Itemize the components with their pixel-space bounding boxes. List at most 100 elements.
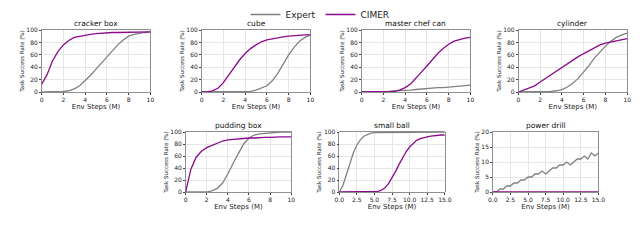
svg-text:40: 40 — [328, 164, 336, 171]
svg-text:80: 80 — [507, 39, 515, 46]
svg-text:60: 60 — [30, 51, 38, 58]
svg-text:10.0: 10.0 — [403, 196, 417, 203]
svg-text:20: 20 — [350, 76, 358, 83]
svg-text:0.0: 0.0 — [488, 196, 498, 203]
svg-text:small ball: small ball — [374, 121, 410, 130]
svg-text:40: 40 — [350, 63, 358, 70]
svg-text:0: 0 — [184, 196, 188, 203]
svg-text:6: 6 — [582, 96, 586, 103]
svg-text:80: 80 — [190, 39, 198, 46]
svg-text:4: 4 — [403, 96, 407, 103]
svg-text:10: 10 — [307, 96, 315, 103]
svg-text:2: 2 — [381, 96, 385, 103]
svg-text:2: 2 — [538, 96, 542, 103]
svg-text:0: 0 — [511, 88, 515, 95]
svg-text:100: 100 — [503, 26, 515, 33]
svg-text:100: 100 — [186, 26, 198, 33]
svg-text:8: 8 — [127, 96, 131, 103]
svg-text:20: 20 — [507, 76, 515, 83]
svg-text:8: 8 — [447, 96, 451, 103]
svg-text:Task Success Rate (%): Task Success Rate (%) — [179, 30, 185, 92]
svg-text:Env Steps (M): Env Steps (M) — [549, 103, 598, 111]
svg-text:Expert: Expert — [286, 10, 316, 20]
svg-text:CIMER: CIMER — [360, 10, 389, 20]
svg-text:12.5: 12.5 — [421, 196, 435, 203]
svg-text:20: 20 — [481, 128, 489, 135]
svg-text:10: 10 — [287, 196, 295, 203]
svg-text:100: 100 — [346, 26, 358, 33]
svg-text:7.5: 7.5 — [387, 196, 397, 203]
svg-text:2.5: 2.5 — [352, 196, 362, 203]
svg-text:12.5: 12.5 — [574, 196, 588, 203]
svg-text:0: 0 — [34, 88, 38, 95]
svg-text:4: 4 — [243, 96, 247, 103]
svg-text:40: 40 — [30, 63, 38, 70]
svg-text:0: 0 — [194, 88, 198, 95]
svg-text:80: 80 — [174, 140, 182, 147]
svg-text:6: 6 — [265, 96, 269, 103]
svg-text:15: 15 — [481, 143, 489, 150]
svg-text:cracker box: cracker box — [74, 19, 118, 28]
svg-text:power drill: power drill — [526, 121, 566, 130]
svg-text:2: 2 — [205, 196, 209, 203]
svg-text:Task Success Rate (%): Task Success Rate (%) — [19, 30, 25, 92]
svg-text:80: 80 — [328, 140, 336, 147]
svg-text:0: 0 — [332, 188, 336, 195]
svg-text:Env Steps (M): Env Steps (M) — [72, 103, 121, 111]
svg-text:6: 6 — [247, 196, 251, 203]
svg-text:6: 6 — [425, 96, 429, 103]
svg-text:20: 20 — [174, 176, 182, 183]
svg-text:0: 0 — [485, 188, 489, 195]
svg-text:40: 40 — [190, 63, 198, 70]
svg-text:Task Success Rate (%): Task Success Rate (%) — [316, 131, 322, 193]
svg-text:7.5: 7.5 — [541, 196, 551, 203]
svg-text:Env Steps (M): Env Steps (M) — [368, 203, 417, 211]
svg-text:60: 60 — [328, 152, 336, 159]
svg-text:6: 6 — [105, 96, 109, 103]
svg-text:0: 0 — [178, 188, 182, 195]
svg-text:100: 100 — [170, 128, 182, 135]
svg-text:10: 10 — [467, 96, 475, 103]
svg-text:40: 40 — [174, 164, 182, 171]
svg-text:8: 8 — [268, 196, 272, 203]
svg-text:0: 0 — [354, 88, 358, 95]
svg-text:2.5: 2.5 — [506, 196, 516, 203]
svg-text:4: 4 — [83, 96, 87, 103]
svg-text:15.0: 15.0 — [592, 196, 606, 203]
svg-text:100: 100 — [26, 26, 38, 33]
svg-text:5: 5 — [485, 173, 489, 180]
svg-text:cylinder: cylinder — [557, 19, 588, 28]
svg-text:Task Success Rate (%): Task Success Rate (%) — [496, 30, 502, 92]
svg-text:0.0: 0.0 — [334, 196, 344, 203]
svg-text:40: 40 — [507, 63, 515, 70]
svg-text:Env Steps (M): Env Steps (M) — [214, 203, 263, 211]
svg-text:pudding box: pudding box — [215, 121, 262, 130]
svg-text:5.0: 5.0 — [523, 196, 533, 203]
svg-text:Env Steps (M): Env Steps (M) — [521, 203, 570, 211]
svg-text:0: 0 — [40, 96, 44, 103]
svg-text:60: 60 — [350, 51, 358, 58]
svg-text:20: 20 — [190, 76, 198, 83]
svg-text:4: 4 — [560, 96, 564, 103]
svg-text:2: 2 — [61, 96, 65, 103]
svg-text:80: 80 — [350, 39, 358, 46]
svg-text:10: 10 — [147, 96, 155, 103]
svg-text:10.0: 10.0 — [557, 196, 571, 203]
svg-text:20: 20 — [328, 176, 336, 183]
svg-text:20: 20 — [30, 76, 38, 83]
svg-text:master chef can: master chef can — [385, 19, 446, 28]
svg-text:8: 8 — [287, 96, 291, 103]
svg-text:2: 2 — [221, 96, 225, 103]
svg-text:Task Success Rate (%): Task Success Rate (%) — [474, 131, 480, 193]
svg-text:10: 10 — [623, 96, 631, 103]
svg-text:60: 60 — [507, 51, 515, 58]
svg-text:Env Steps (M): Env Steps (M) — [392, 103, 441, 111]
svg-text:60: 60 — [190, 51, 198, 58]
svg-text:Task Success Rate (%): Task Success Rate (%) — [163, 131, 169, 193]
svg-text:Env Steps (M): Env Steps (M) — [232, 103, 281, 111]
svg-text:0: 0 — [200, 96, 204, 103]
svg-text:0: 0 — [360, 96, 364, 103]
svg-text:5.0: 5.0 — [370, 196, 380, 203]
svg-text:cube: cube — [247, 19, 266, 28]
svg-text:80: 80 — [30, 39, 38, 46]
